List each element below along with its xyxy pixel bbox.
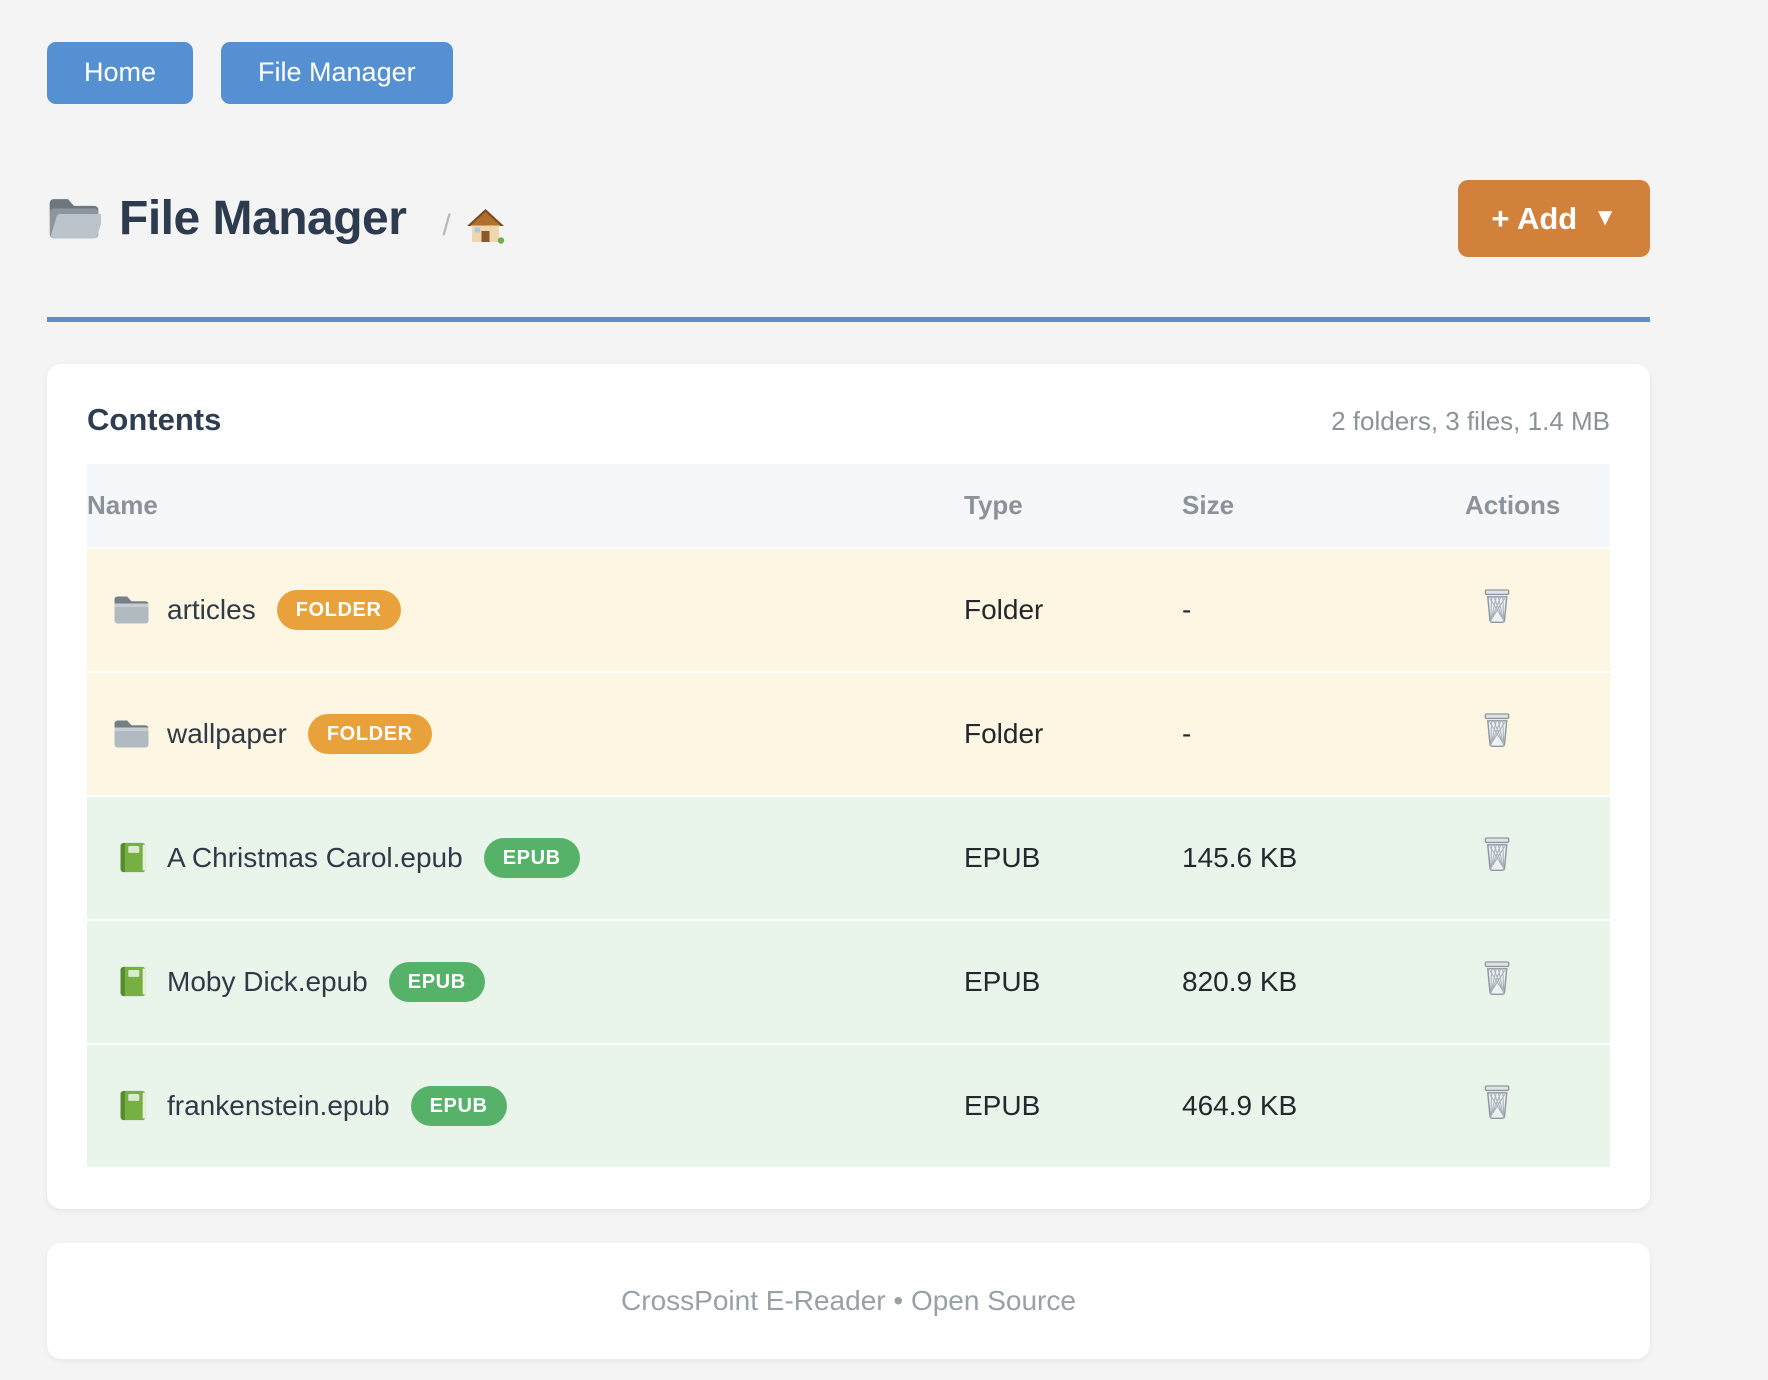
trash-icon [1484, 960, 1510, 995]
epub-badge: EPUB [483, 837, 580, 878]
add-button-label: + Add [1491, 200, 1578, 236]
epub-badge: EPUB [388, 961, 485, 1002]
contents-card-header: Contents 2 folders, 3 files, 1.4 MB [87, 402, 1610, 438]
file-name-link[interactable]: frankenstein.epub [167, 1089, 390, 1121]
trash-icon [1484, 588, 1510, 623]
file-table: Name Type Size Actions articles FOLDER F… [87, 462, 1610, 1169]
footer-card: CrossPoint E-Reader • Open Source [47, 1242, 1650, 1359]
file-name-link[interactable]: articles [167, 593, 256, 625]
size-cell: - [1182, 548, 1465, 671]
folder-icon [113, 593, 150, 626]
house-icon[interactable] [465, 207, 505, 245]
header-divider [47, 316, 1650, 322]
table-row: wallpaper FOLDER Folder - [87, 672, 1610, 795]
contents-summary: 2 folders, 3 files, 1.4 MB [1331, 405, 1610, 436]
open-folder-icon [47, 195, 101, 241]
size-cell: 820.9 KB [1182, 920, 1465, 1043]
size-cell: 464.9 KB [1182, 1044, 1465, 1167]
contents-card: Contents 2 folders, 3 files, 1.4 MB Name… [47, 363, 1650, 1209]
breadcrumb: / [442, 207, 504, 245]
trash-icon [1484, 1084, 1510, 1119]
home-nav-button[interactable]: Home [47, 42, 194, 104]
footer-text: CrossPoint E-Reader • Open Source [621, 1284, 1076, 1316]
page-header: File Manager / + Add ▼ [47, 179, 1650, 257]
green-book-icon [113, 1089, 150, 1122]
type-cell: EPUB [964, 1044, 1182, 1167]
delete-button[interactable] [1465, 712, 1514, 749]
delete-button[interactable] [1465, 836, 1514, 873]
breadcrumb-separator: / [442, 209, 451, 243]
type-cell: EPUB [964, 920, 1182, 1043]
table-row: frankenstein.epub EPUB EPUB 464.9 KB [87, 1044, 1610, 1167]
table-row: A Christmas Carol.epub EPUB EPUB 145.6 K… [87, 796, 1610, 919]
folder-icon [113, 717, 150, 750]
page-title: File Manager [119, 191, 407, 245]
folder-badge: FOLDER [276, 589, 401, 630]
table-row: Moby Dick.epub EPUB EPUB 820.9 KB [87, 920, 1610, 1043]
contents-title: Contents [87, 401, 222, 437]
file-manager-nav-button[interactable]: File Manager [221, 42, 453, 104]
column-header-type: Type [964, 463, 1182, 547]
file-name-link[interactable]: A Christmas Carol.epub [167, 841, 463, 873]
page: Home File Manager File Manager / + Add ▼… [47, 0, 1650, 1359]
table-header-row: Name Type Size Actions [87, 463, 1610, 547]
delete-button[interactable] [1465, 960, 1514, 997]
table-row: articles FOLDER Folder - [87, 548, 1610, 671]
folder-badge: FOLDER [307, 713, 432, 754]
add-button[interactable]: + Add ▼ [1458, 179, 1650, 257]
epub-badge: EPUB [410, 1085, 507, 1126]
delete-button[interactable] [1465, 1084, 1514, 1121]
type-cell: EPUB [964, 796, 1182, 919]
size-cell: - [1182, 672, 1465, 795]
column-header-size: Size [1182, 463, 1465, 547]
type-cell: Folder [964, 672, 1182, 795]
top-nav: Home File Manager [47, 42, 1650, 104]
size-cell: 145.6 KB [1182, 796, 1465, 919]
green-book-icon [113, 965, 150, 998]
type-cell: Folder [964, 548, 1182, 671]
trash-icon [1484, 712, 1510, 747]
file-name-link[interactable]: Moby Dick.epub [167, 965, 368, 997]
trash-icon [1484, 836, 1510, 871]
green-book-icon [113, 841, 150, 874]
caret-down-icon: ▼ [1593, 204, 1617, 232]
file-name-link[interactable]: wallpaper [167, 717, 287, 749]
column-header-name: Name [87, 463, 964, 547]
column-header-actions: Actions [1465, 463, 1610, 547]
delete-button[interactable] [1465, 588, 1514, 625]
